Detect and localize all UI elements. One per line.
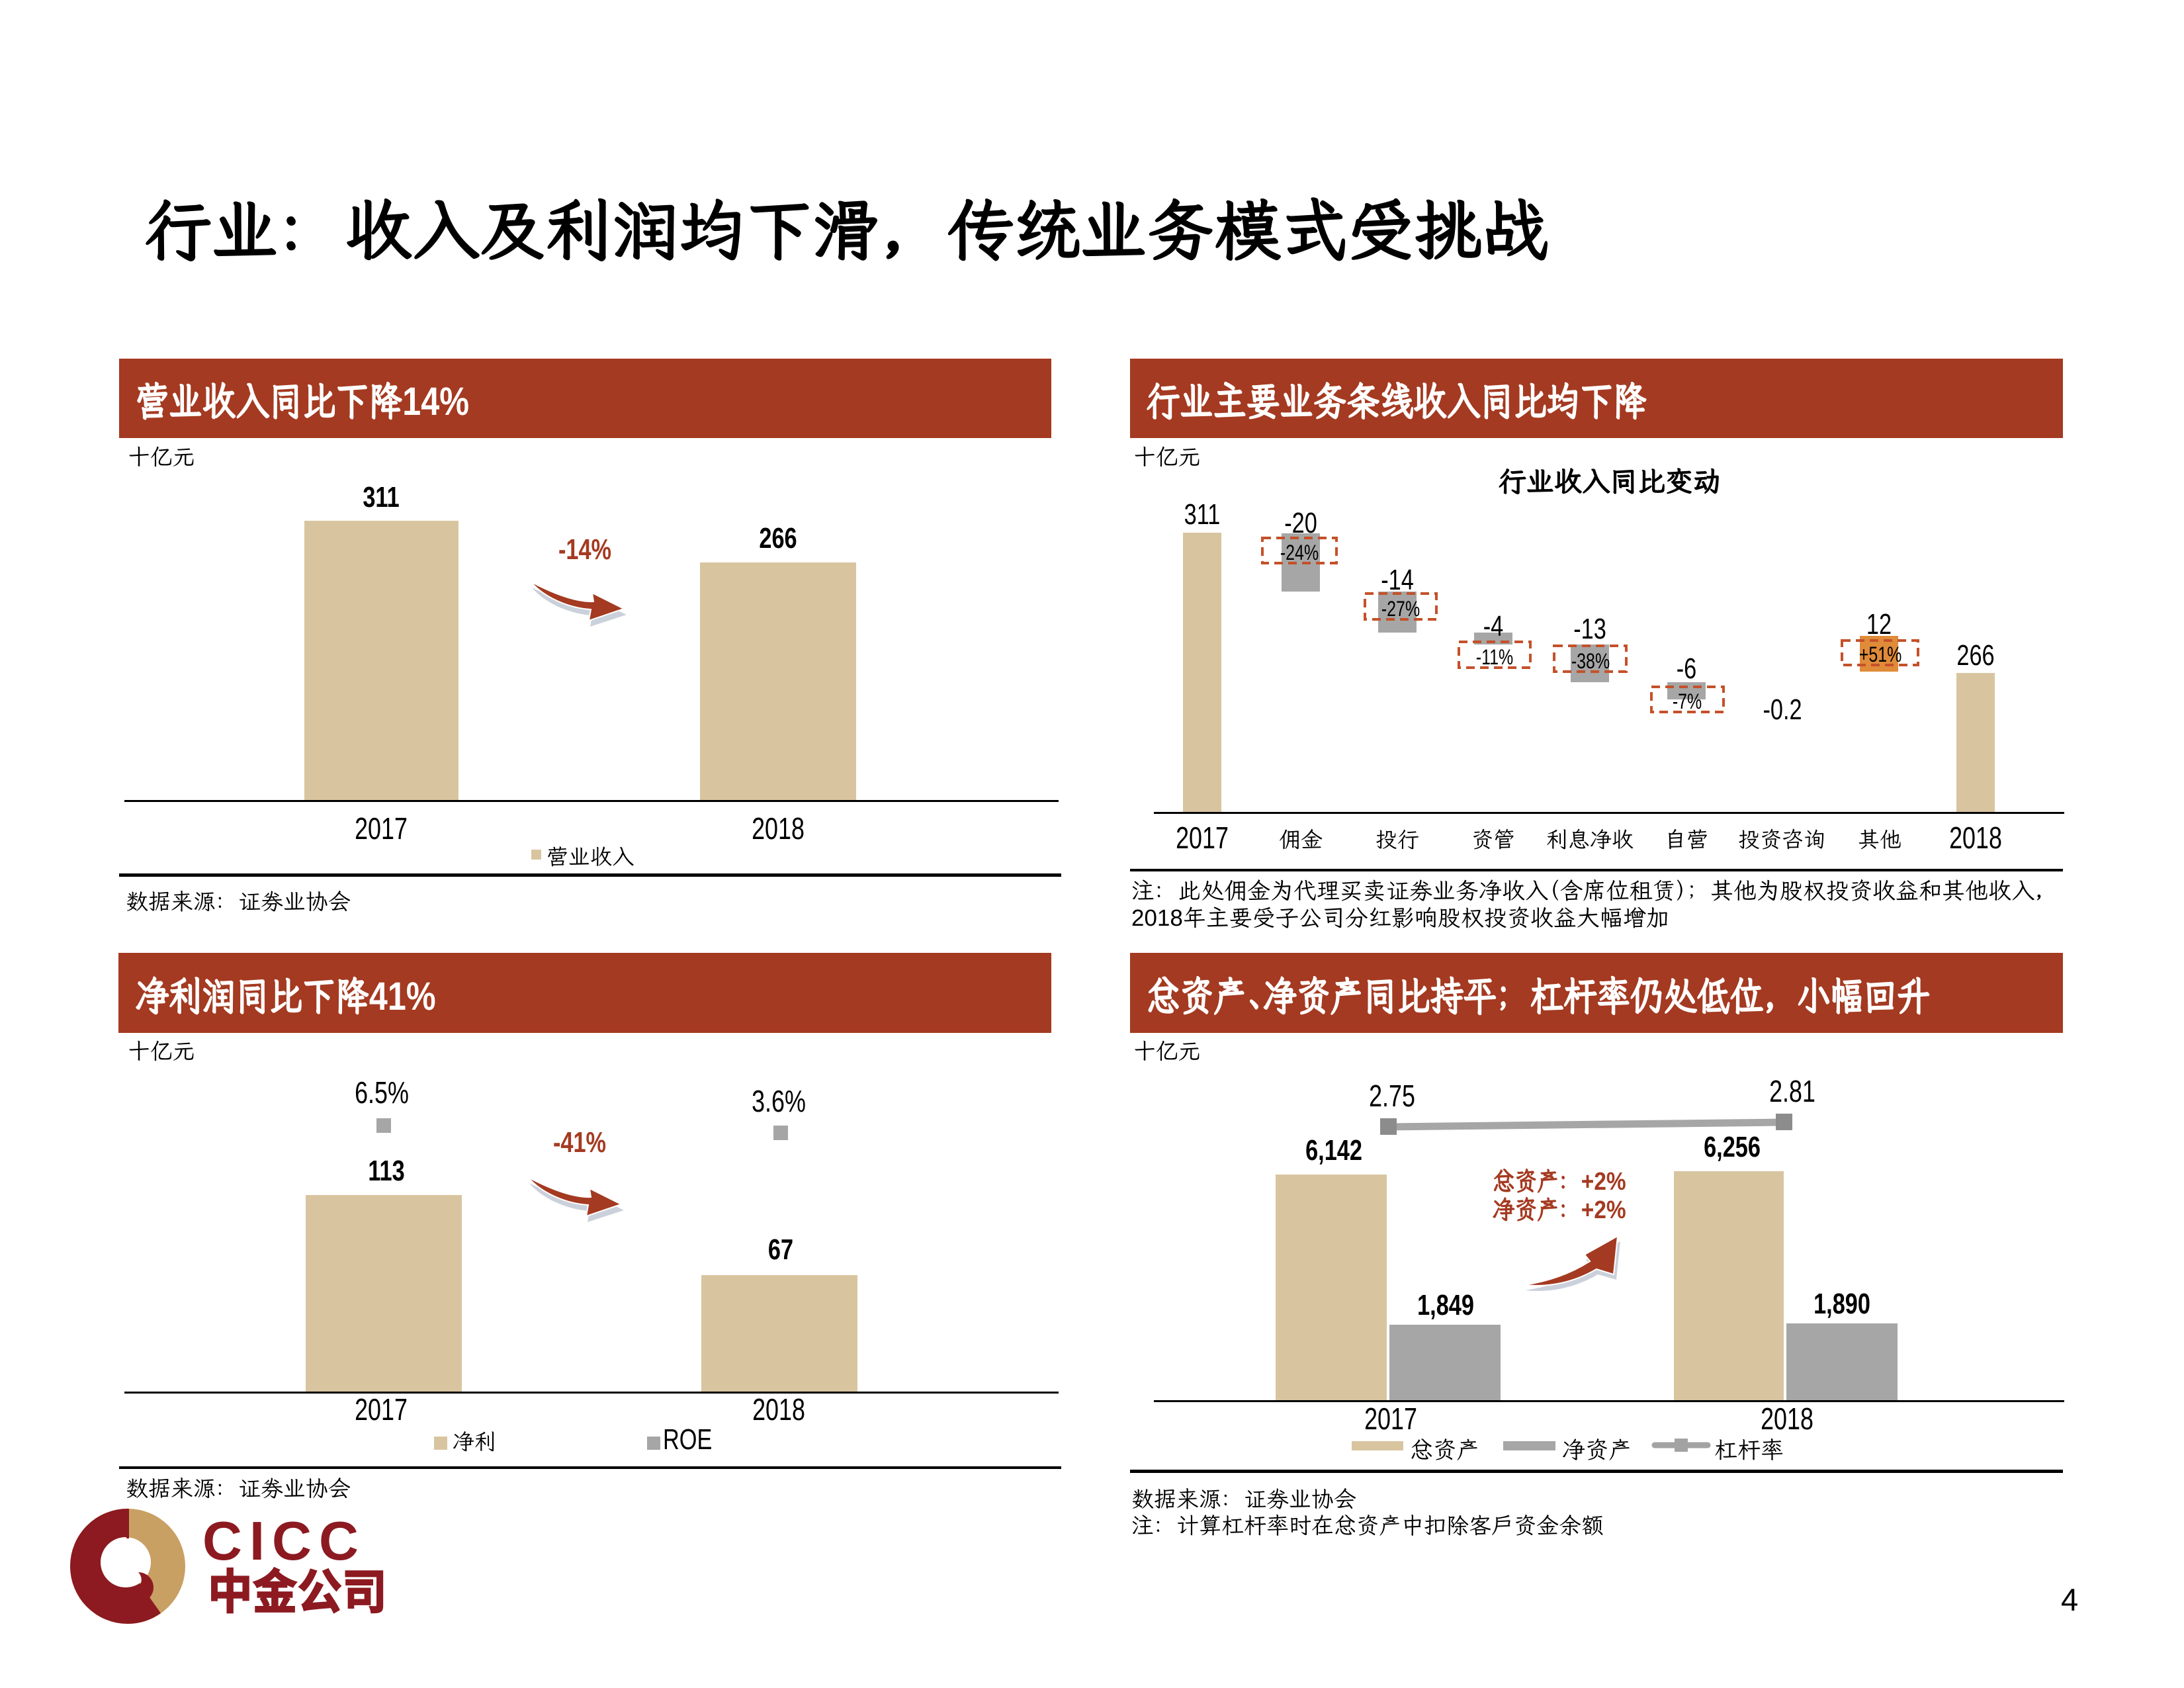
svg-text:-6: -6 [1677,652,1697,685]
svg-text:2018: 2018 [1761,1402,1813,1436]
svg-text:2018: 2018 [752,1393,805,1427]
svg-text:2017: 2017 [355,812,408,846]
svg-text:6,256: 6,256 [1704,1131,1761,1163]
svg-text:2.81: 2.81 [1769,1075,1815,1108]
svg-text:-4: -4 [1483,610,1504,643]
svg-text:3.6%: 3.6% [752,1085,806,1118]
svg-text:-27%: -27% [1381,598,1420,621]
svg-text:-38%: -38% [1571,650,1610,674]
svg-text:-14%: -14% [558,533,611,566]
svg-text:2018: 2018 [1949,821,2002,855]
svg-text:6,142: 6,142 [1305,1134,1362,1167]
svg-text:-20: -20 [1284,507,1317,539]
svg-text:2017: 2017 [355,1393,408,1427]
svg-text:2017: 2017 [1364,1402,1417,1436]
svg-text:-14: -14 [1381,564,1414,596]
svg-text:-41%: -41% [553,1126,606,1159]
svg-text:2017: 2017 [1176,821,1229,855]
svg-text:4: 4 [2061,1582,2078,1617]
svg-text:-24%: -24% [1280,541,1319,565]
svg-text:ROE: ROE [663,1423,712,1456]
svg-text:-13: -13 [1573,613,1606,645]
svg-text:12: 12 [1866,608,1892,641]
svg-text:+51%: +51% [1859,643,1902,667]
svg-text:-0.2: -0.2 [1763,693,1802,726]
svg-text:311: 311 [363,481,399,513]
svg-text:-7%: -7% [1673,690,1702,714]
svg-text:266: 266 [1956,639,1994,672]
svg-text:6.5%: 6.5% [355,1076,409,1110]
svg-text:2018: 2018 [752,812,805,846]
svg-text:2.75: 2.75 [1369,1079,1415,1113]
svg-text:113: 113 [368,1155,404,1187]
svg-text:311: 311 [1184,498,1221,531]
svg-text:-11%: -11% [1476,646,1513,670]
svg-text:1,890: 1,890 [1813,1288,1870,1320]
svg-text:67: 67 [768,1233,793,1266]
svg-text:1,849: 1,849 [1417,1289,1474,1321]
svg-text:266: 266 [759,522,797,555]
svg-text:CICC: CICC [202,1510,366,1572]
